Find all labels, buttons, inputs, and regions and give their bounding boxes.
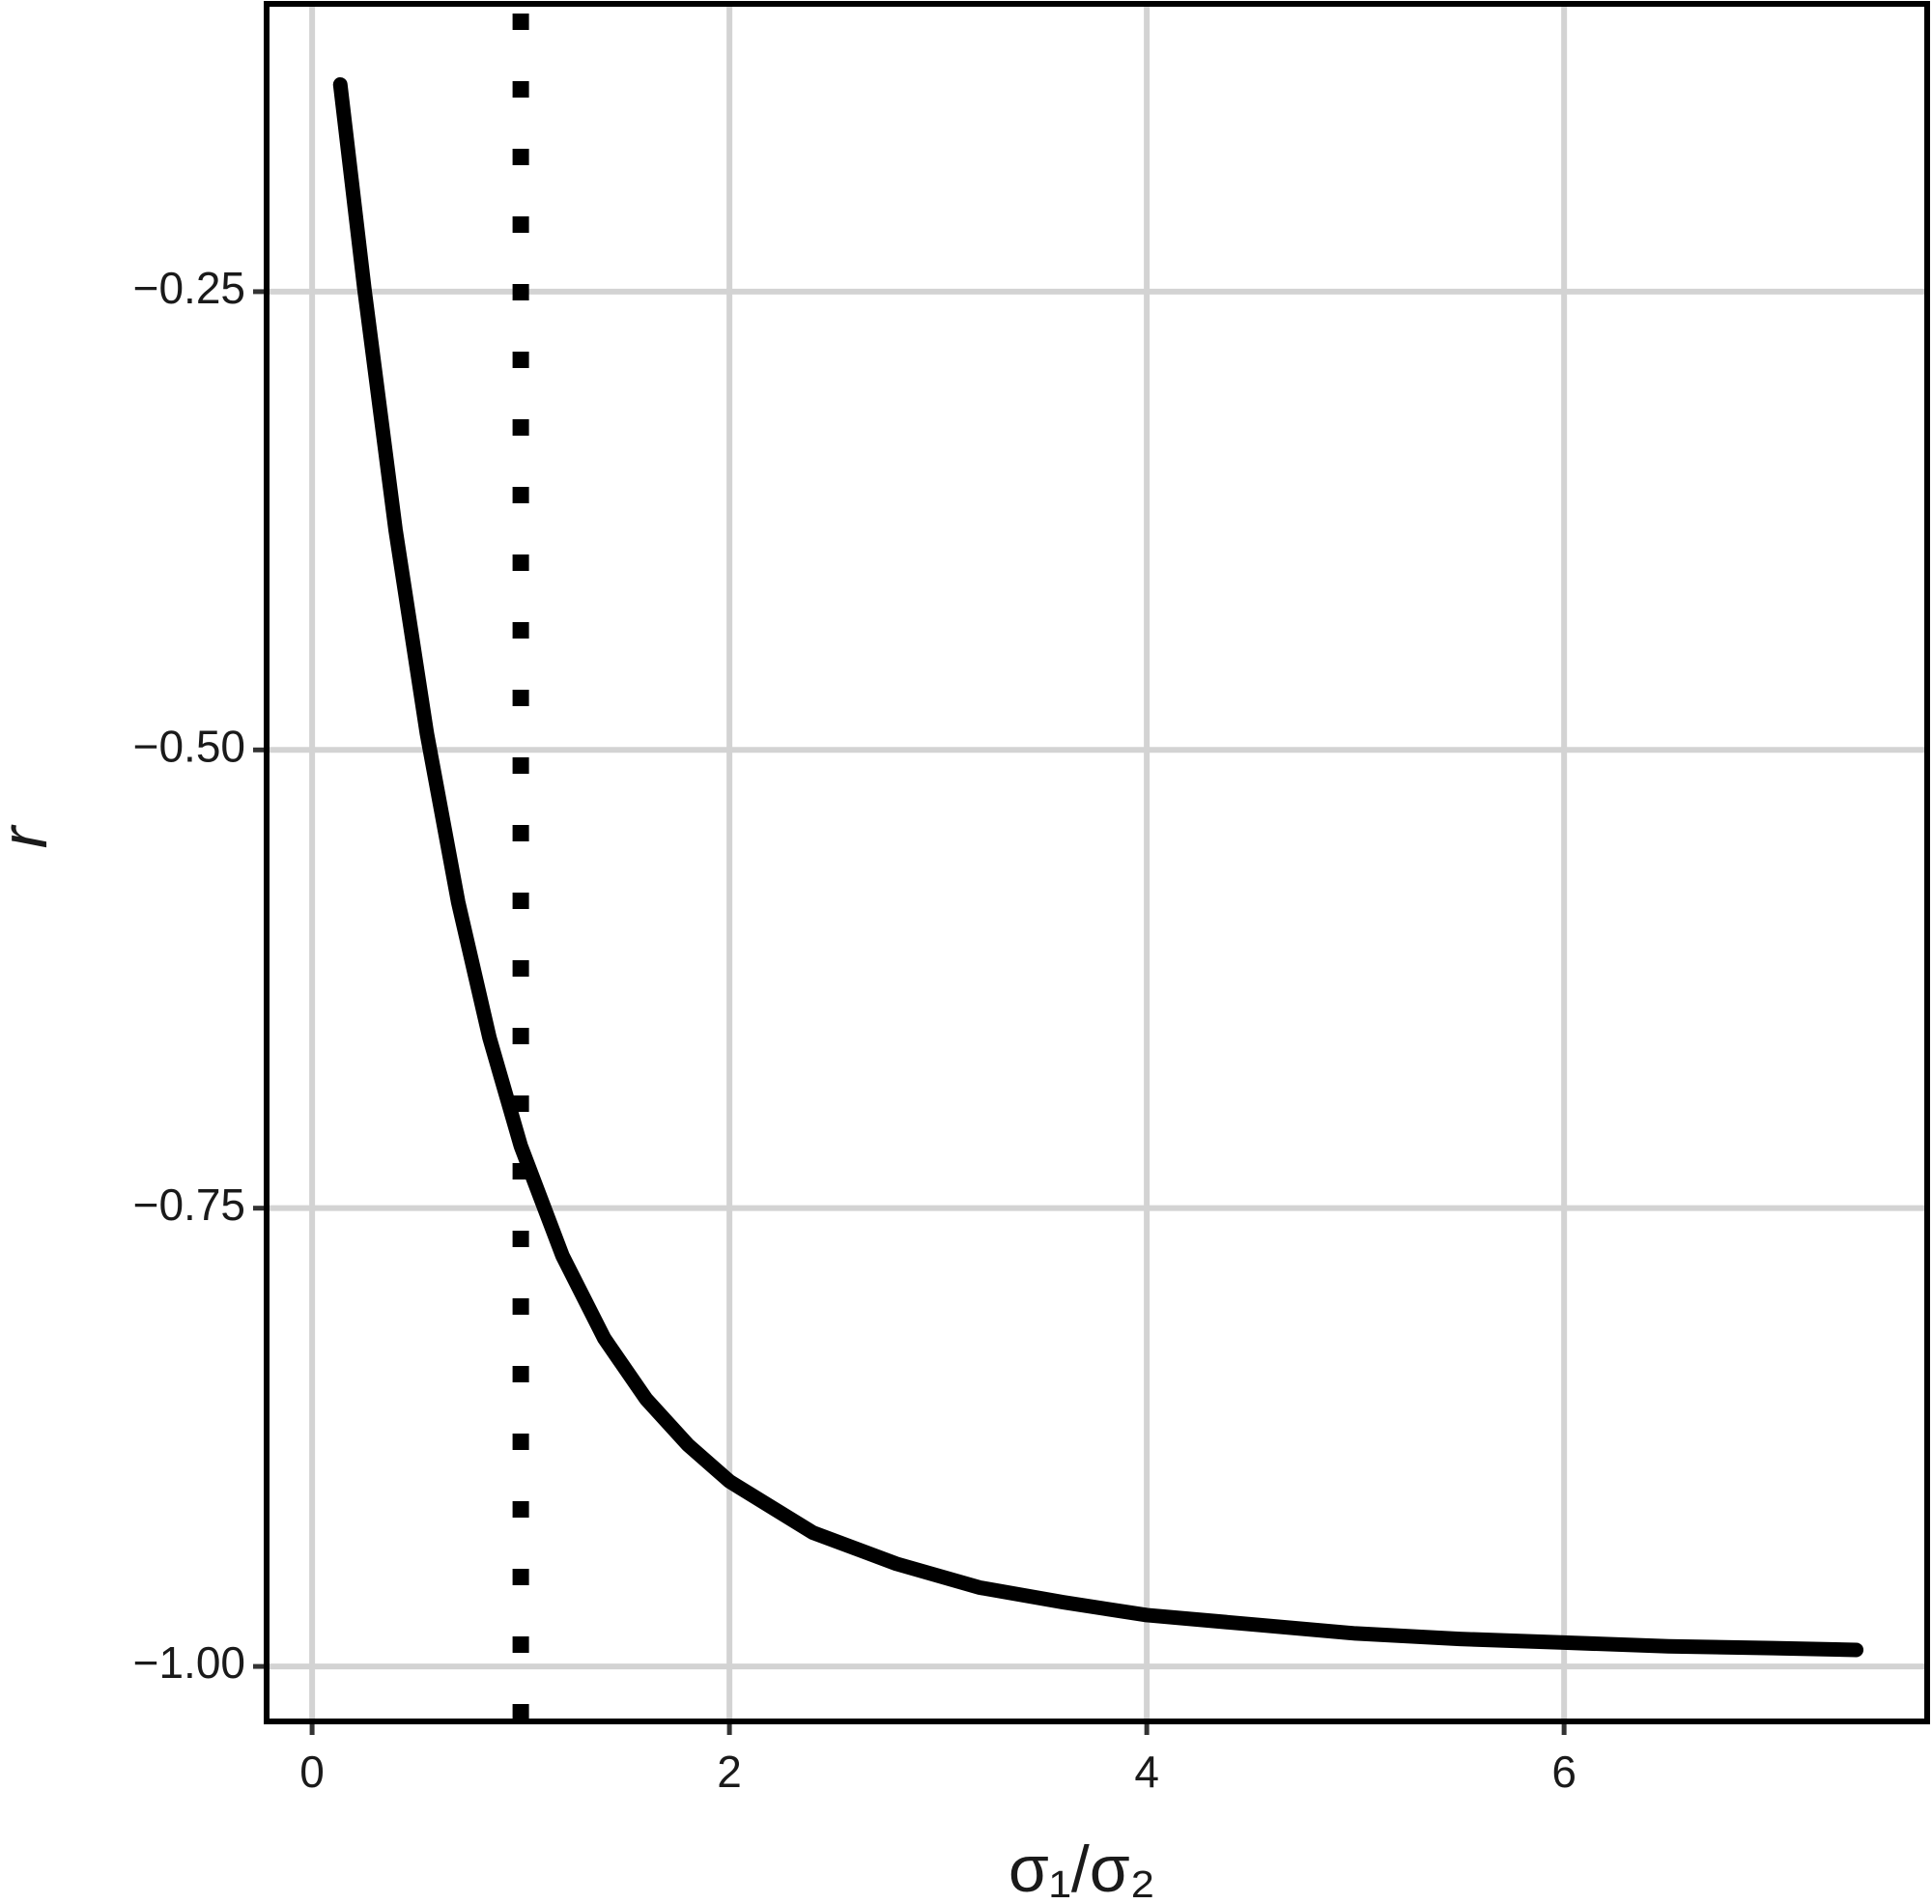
x-axis-label: σ₁/σ₂: [1009, 1833, 1155, 1904]
panel-border: [264, 1, 1930, 1724]
y-tick-label: −0.75: [133, 1179, 245, 1230]
y-tick-label: −0.25: [133, 263, 245, 313]
x-tick-label: 6: [1551, 1747, 1577, 1797]
y-tick-label: −0.50: [133, 721, 245, 771]
x-tick-label: 0: [299, 1747, 325, 1797]
x-tick-label: 4: [1134, 1747, 1159, 1797]
y-axis-label: r: [0, 824, 61, 848]
y-tick-label: −1.00: [133, 1637, 245, 1688]
data-line: [332, 76, 1864, 1658]
x-tick-label: 2: [717, 1747, 742, 1797]
